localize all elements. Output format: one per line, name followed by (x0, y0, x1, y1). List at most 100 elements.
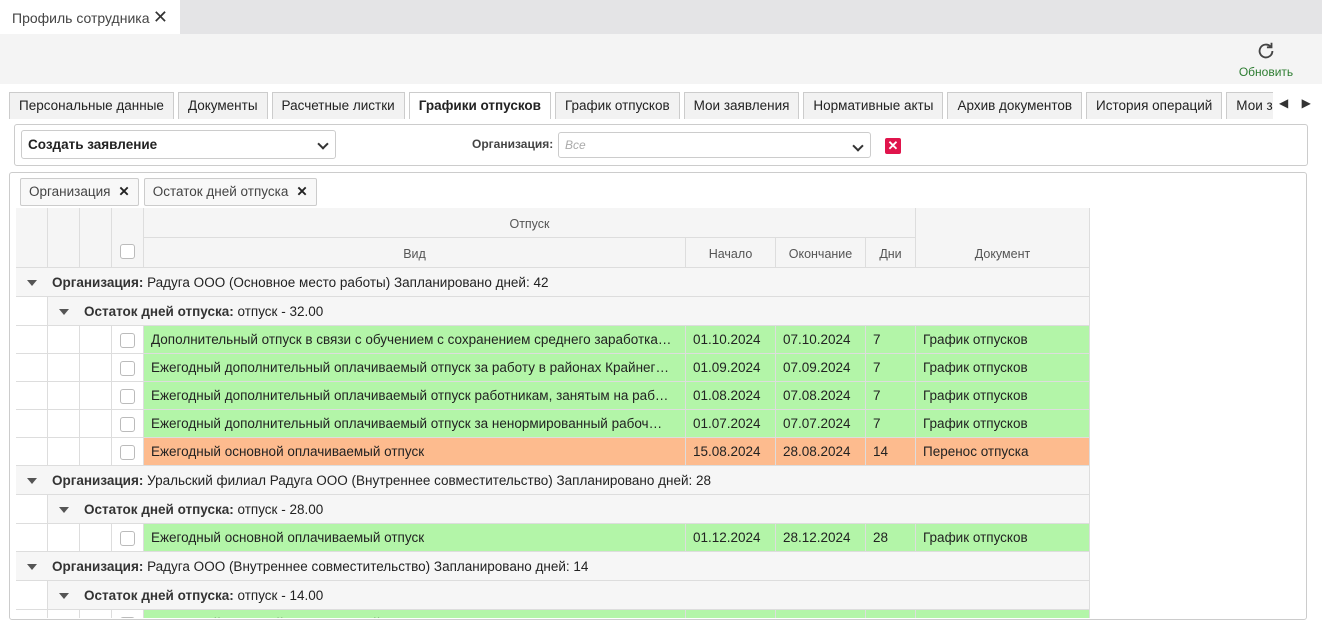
data-cell: 01.07.2024 (686, 410, 776, 438)
data-cell: График отпусков (916, 524, 1090, 552)
data-cell: 28.12.2024 (776, 524, 866, 552)
row-cell (16, 524, 48, 552)
window-tabbar (0, 0, 1322, 34)
checkbox[interactable] (120, 616, 135, 618)
data-cell: Ежегодный дополнительный оплачиваемый от… (144, 410, 686, 438)
checkbox[interactable] (120, 332, 135, 348)
action-dropdown[interactable]: Создать заявление (21, 130, 336, 159)
window-tab-title: Профиль сотрудника (12, 10, 150, 26)
checkbox[interactable] (120, 416, 135, 432)
column-header: Дни (866, 238, 916, 268)
group-value: Уральский филиал Радуга ООО (Внутреннее … (147, 473, 712, 488)
group-chips: Организация ✕ Остаток дней отпуска ✕ (20, 178, 317, 206)
indent-cell (16, 297, 48, 325)
row-cell (112, 410, 144, 438)
row-cell (80, 524, 112, 552)
tab[interactable]: Расчетные листки (271, 92, 405, 119)
row-cell (80, 438, 112, 466)
checkbox[interactable] (120, 444, 135, 460)
row-cell (16, 354, 48, 382)
tab[interactable]: Персональные данные (9, 92, 174, 119)
clear-button[interactable]: ✕ (885, 138, 901, 154)
row-cell (112, 382, 144, 410)
row-cell (112, 524, 144, 552)
checkbox[interactable] (120, 244, 135, 260)
tab[interactable]: История операций (1086, 92, 1223, 119)
tab[interactable]: Мои заявления (683, 92, 800, 119)
data-cell: 01.10.2024 (686, 326, 776, 354)
group-row: Организация: Уральский филиал Радуга ООО… (16, 466, 1090, 495)
window-tab[interactable]: Профиль сотрудника ✕ (0, 0, 180, 34)
group-row: Организация: Радуга ООО (Внутреннее совм… (16, 552, 1090, 581)
group-chip[interactable]: Организация ✕ (20, 178, 139, 206)
data-cell: Ежегодный основной оплачиваемый отпуск (144, 610, 686, 618)
row-cell (48, 410, 80, 438)
expander[interactable] (59, 507, 69, 513)
row-cell (16, 438, 48, 466)
refresh-button[interactable]: Обновить (1230, 40, 1302, 79)
column-header: Окончание (776, 238, 866, 268)
tab[interactable]: Архив документов (947, 92, 1083, 119)
expander[interactable] (59, 309, 69, 315)
data-cell: 01.09.2024 (686, 354, 776, 382)
data-cell: Дополнительный отпуск в связи с обучение… (144, 326, 686, 354)
expander[interactable] (27, 478, 37, 484)
expander[interactable] (27, 564, 37, 570)
header-cell (80, 208, 112, 268)
header-group: Отпуск (144, 208, 916, 238)
chip-remove[interactable]: ✕ (118, 184, 130, 199)
checkbox[interactable] (120, 360, 135, 376)
data-cell: 07.07.2024 (776, 410, 866, 438)
row-cell (112, 438, 144, 466)
data-cell: 15.08.2024 (686, 438, 776, 466)
group-value: Радуга ООО (Внутреннее совместительство)… (147, 559, 589, 574)
tab[interactable]: Нормативные акты (803, 92, 944, 119)
row-cell (80, 610, 112, 618)
data-cell: 07.09.2024 (776, 354, 866, 382)
data-cell: 01.10.2024 (686, 610, 776, 618)
row-cell (80, 326, 112, 354)
tab[interactable]: Документы (177, 92, 268, 119)
row-cell (112, 610, 144, 618)
close-icon[interactable]: ✕ (152, 7, 168, 27)
row-cell (80, 382, 112, 410)
group-row: Остаток дней отпуска: отпуск - 28.00 (16, 495, 1090, 524)
header-checkbox-cell (112, 238, 144, 268)
indent-cell (16, 495, 48, 523)
data-cell: 07.10.2024 (776, 326, 866, 354)
expander[interactable] (59, 593, 69, 599)
header-cell (48, 208, 80, 268)
chip-remove[interactable]: ✕ (296, 184, 308, 199)
column-header: Документ (916, 208, 1090, 268)
checkbox[interactable] (120, 530, 135, 546)
row-cell (48, 438, 80, 466)
indent-cell (16, 581, 48, 609)
tab-scroll[interactable]: ◀ ▶ (1279, 96, 1311, 110)
expander[interactable] (27, 280, 37, 286)
tab[interactable]: График отпусков (554, 92, 680, 119)
row-cell (48, 382, 80, 410)
org-input[interactable]: Все (558, 132, 871, 158)
header-cell (16, 208, 48, 268)
row-cell (16, 410, 48, 438)
tab[interactable]: Мои замещения (1226, 92, 1273, 119)
row-cell (80, 410, 112, 438)
tab[interactable]: Графики отпусков (408, 92, 551, 119)
data-cell: График отпусков (916, 326, 1090, 354)
data-cell: 7 (866, 382, 916, 410)
data-cell: 14 (866, 610, 916, 618)
data-cell: 01.08.2024 (686, 382, 776, 410)
chip-label: Остаток дней отпуска (152, 184, 289, 199)
chevron (317, 138, 329, 150)
group-chip[interactable]: Остаток дней отпуска ✕ (143, 178, 317, 206)
data-cell: 7 (866, 354, 916, 382)
filter-panel (14, 124, 1308, 166)
data-cell: 28 (866, 524, 916, 552)
toolbar (0, 34, 1322, 84)
row-cell (16, 326, 48, 354)
data-cell: График отпусков (916, 382, 1090, 410)
checkbox[interactable] (120, 388, 135, 404)
org-placeholder: Все (565, 138, 586, 152)
data-cell: 14.10.2024 (776, 610, 866, 618)
